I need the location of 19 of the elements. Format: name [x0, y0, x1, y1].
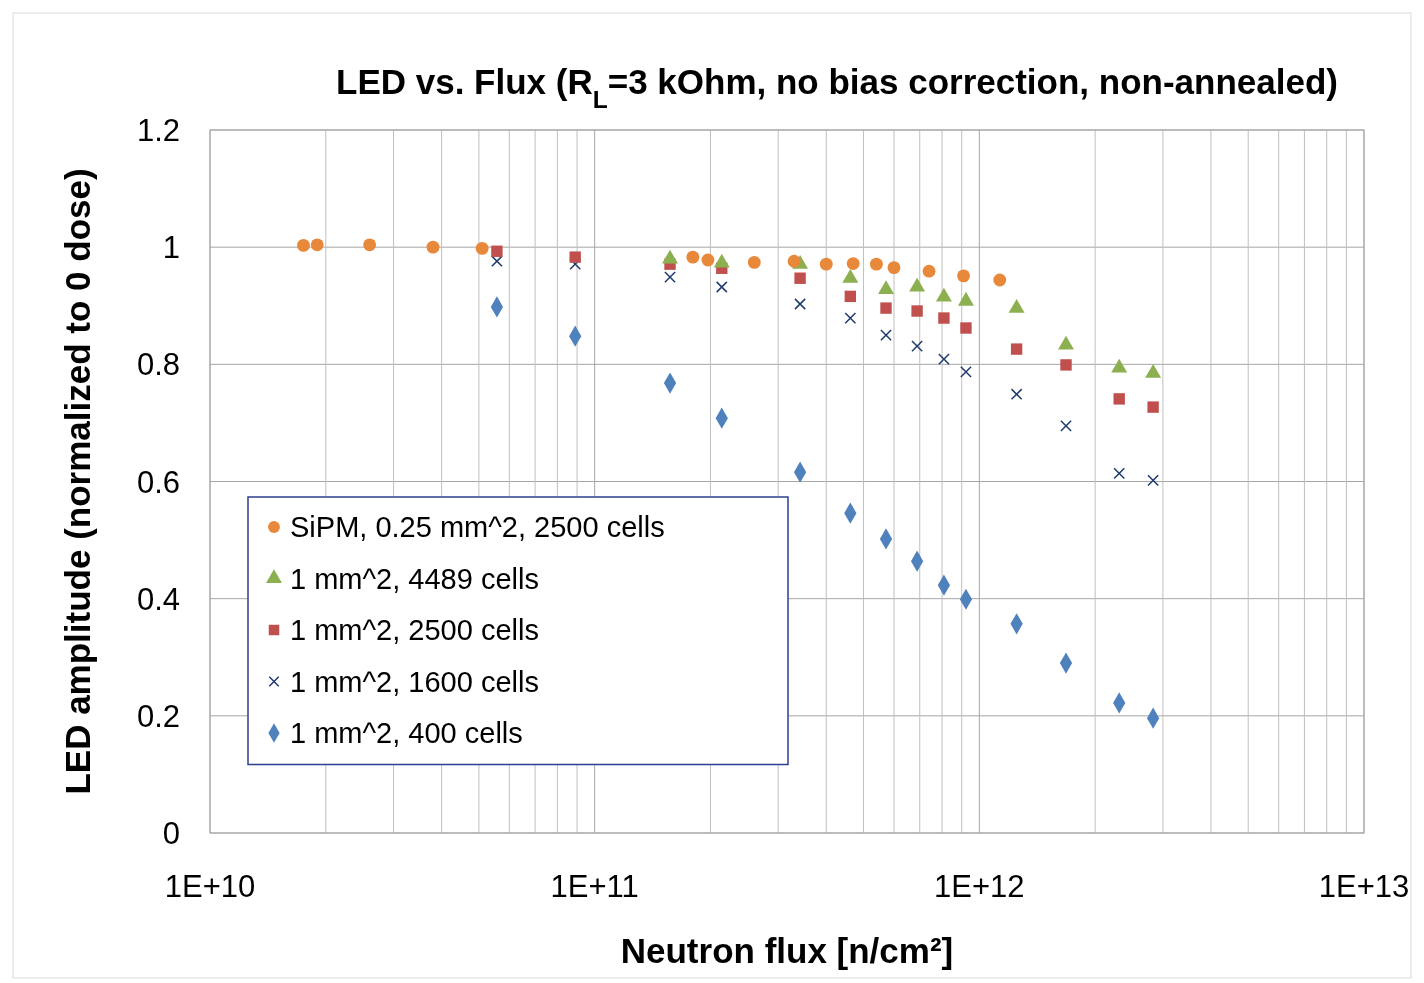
legend-label: 1 mm^2, 400 cells: [290, 717, 523, 749]
x-tick-label: 1E+12: [934, 869, 1025, 904]
legend-label: SiPM, 0.25 mm^2, 2500 cells: [290, 511, 665, 543]
chart-title: LED vs. Flux (R$_{L}$=3 kOhm, no bias correction, non-annealed): [336, 62, 1338, 113]
y-tick-label: 0.2: [136, 698, 180, 734]
y-tick-label: 0.4: [136, 581, 180, 617]
y-tick-label: 1: [162, 230, 180, 266]
y-tick-label: 0.8: [136, 347, 180, 383]
legend-label: 1 mm^2, 2500 cells: [290, 614, 539, 646]
y-axis-title: LED amplitude (normalized to 0 dose): [58, 168, 97, 795]
y-tick-label: 0: [162, 816, 180, 851]
legend-label: 1 mm^2, 1600 cells: [290, 665, 539, 698]
legend-label: 1 mm^2, 4489 cells: [290, 562, 539, 595]
x-tick-label: 1E+13: [1318, 869, 1410, 904]
x-tick-label: 1E+10: [164, 869, 256, 904]
y-tick-label: 0.6: [136, 464, 180, 500]
y-tick-label: 1.2: [136, 113, 180, 148]
x-axis-title: Neutron flux [n/cm²]: [620, 931, 954, 970]
x-tick-label: 1E+11: [550, 869, 639, 904]
